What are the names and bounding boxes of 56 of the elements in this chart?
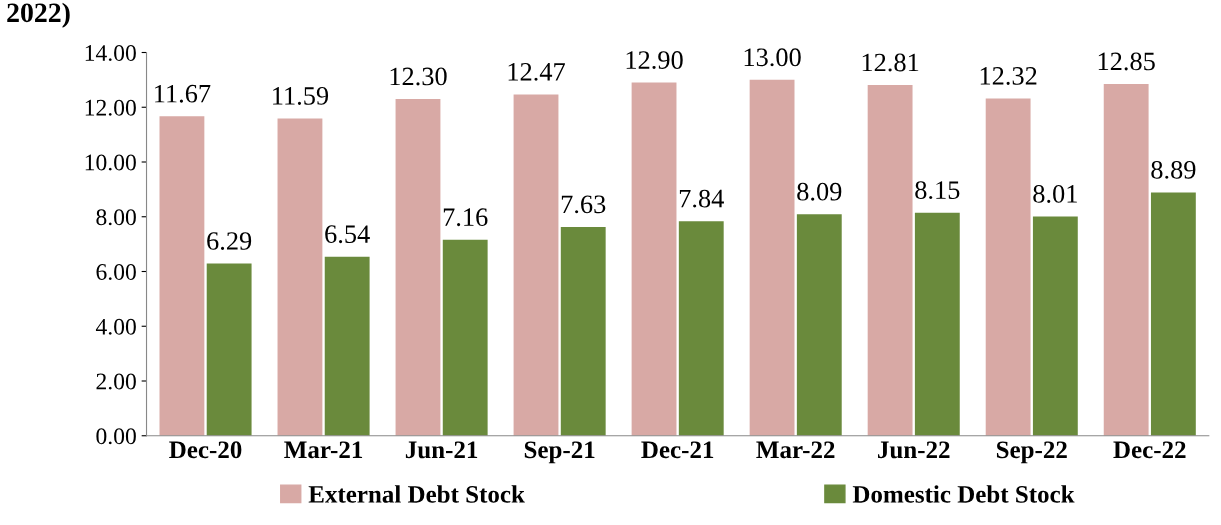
bar — [678, 221, 724, 436]
y-tick-label: 6.00 — [96, 263, 136, 281]
bar — [442, 239, 488, 436]
data-label: 12.90 — [626, 51, 683, 70]
x-tick-label: Dec-22 — [1113, 441, 1186, 459]
y-tick-label: 4.00 — [95, 318, 136, 335]
data-label: 8.89 — [1151, 160, 1196, 179]
legend-label: Domestic Debt Stock — [852, 485, 1075, 503]
chart-title: 2022) — [7, 2, 70, 28]
data-label: 7.84 — [679, 189, 724, 208]
x-tick-label: Mar-22 — [756, 441, 835, 459]
bar — [985, 98, 1031, 436]
data-label: 11.67 — [155, 84, 211, 103]
data-label: 13.00 — [744, 48, 801, 67]
bar — [1150, 192, 1196, 436]
y-tick-label: 0.00 — [96, 428, 136, 445]
bar — [1032, 216, 1078, 436]
bar — [867, 85, 913, 436]
data-label: 8.09 — [797, 182, 842, 201]
legend-label: External Debt Stock — [308, 485, 525, 503]
data-label: 12.47 — [508, 62, 565, 81]
data-label: 6.29 — [207, 232, 252, 250]
bar — [395, 99, 441, 436]
x-tick-label: Jun-21 — [405, 441, 478, 459]
data-label: 12.30 — [390, 67, 447, 86]
data-label: 7.63 — [561, 195, 606, 214]
data-label: 7.16 — [443, 208, 488, 227]
data-label: 8.01 — [1033, 184, 1077, 203]
x-tick-label: Dec-20 — [169, 441, 242, 459]
bar — [159, 116, 205, 436]
bar — [324, 256, 370, 436]
y-tick-label: 14.00 — [85, 44, 136, 62]
x-tick-label: Sep-21 — [524, 441, 595, 464]
data-label: 12.32 — [980, 67, 1037, 85]
data-label: 8.15 — [915, 181, 960, 200]
x-tick-label: Mar-21 — [284, 441, 363, 459]
data-label: 11.59 — [273, 87, 329, 105]
bar — [513, 94, 559, 436]
data-label: 12.81 — [862, 53, 919, 72]
y-tick-label: 8.00 — [96, 209, 136, 226]
bar — [560, 226, 606, 436]
bar — [631, 82, 677, 436]
bar — [749, 79, 795, 436]
x-tick-label: Jun-22 — [878, 441, 950, 459]
bar — [1103, 83, 1149, 436]
bar — [206, 263, 252, 436]
x-tick-label: Sep-22 — [996, 441, 1067, 464]
bar — [914, 212, 960, 436]
data-label: 6.54 — [325, 225, 370, 244]
bar — [796, 214, 842, 436]
bar — [277, 118, 323, 436]
data-label: 12.85 — [1098, 52, 1155, 71]
x-tick-label: Dec-21 — [641, 441, 714, 459]
y-tick-label: 12.00 — [85, 99, 136, 116]
y-tick-label: 10.00 — [85, 154, 136, 171]
y-tick-label: 2.00 — [96, 373, 136, 390]
